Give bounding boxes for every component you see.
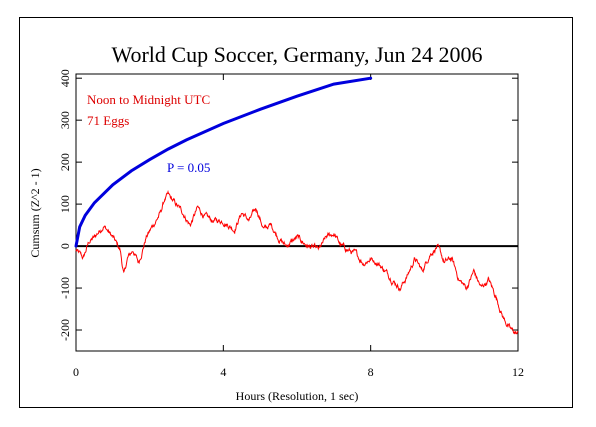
x-tick-label: 4 (220, 365, 226, 379)
plot-frame (19, 17, 573, 408)
y-axis-label: Cumsum (Z^2 - 1) (28, 168, 42, 257)
plot-area: 0 4 8 12 -200 -100 0 100 200 300 400 (58, 69, 524, 379)
probability-envelope-line (74, 76, 373, 248)
x-tick-label: 12 (512, 365, 524, 379)
y-tick-label: -100 (58, 277, 72, 299)
chart-title: World Cup Soccer, Germany, Jun 24 2006 (111, 42, 482, 67)
axis-ticks: 0 4 8 12 -200 -100 0 100 200 300 400 (58, 69, 524, 379)
x-tick-label: 0 (73, 365, 79, 379)
x-tick-label: 8 (368, 365, 374, 379)
info-annotation-eggs: 71 Eggs (87, 113, 129, 128)
series-layer (74, 76, 519, 335)
y-tick-label: 300 (58, 111, 72, 129)
envelope-label: P = 0.05 (167, 160, 210, 175)
cumulative-deviation-line (75, 189, 519, 335)
y-tick-label: 400 (58, 69, 72, 87)
y-tick-label: 100 (58, 195, 72, 213)
y-tick-label: 0 (58, 243, 72, 249)
plot-border (75, 73, 519, 352)
y-tick-label: -200 (58, 319, 72, 341)
info-annotation-period: Noon to Midnight UTC (87, 92, 210, 107)
y-tick-label: 200 (58, 153, 72, 171)
x-axis-label: Hours (Resolution, 1 sec) (236, 389, 359, 403)
